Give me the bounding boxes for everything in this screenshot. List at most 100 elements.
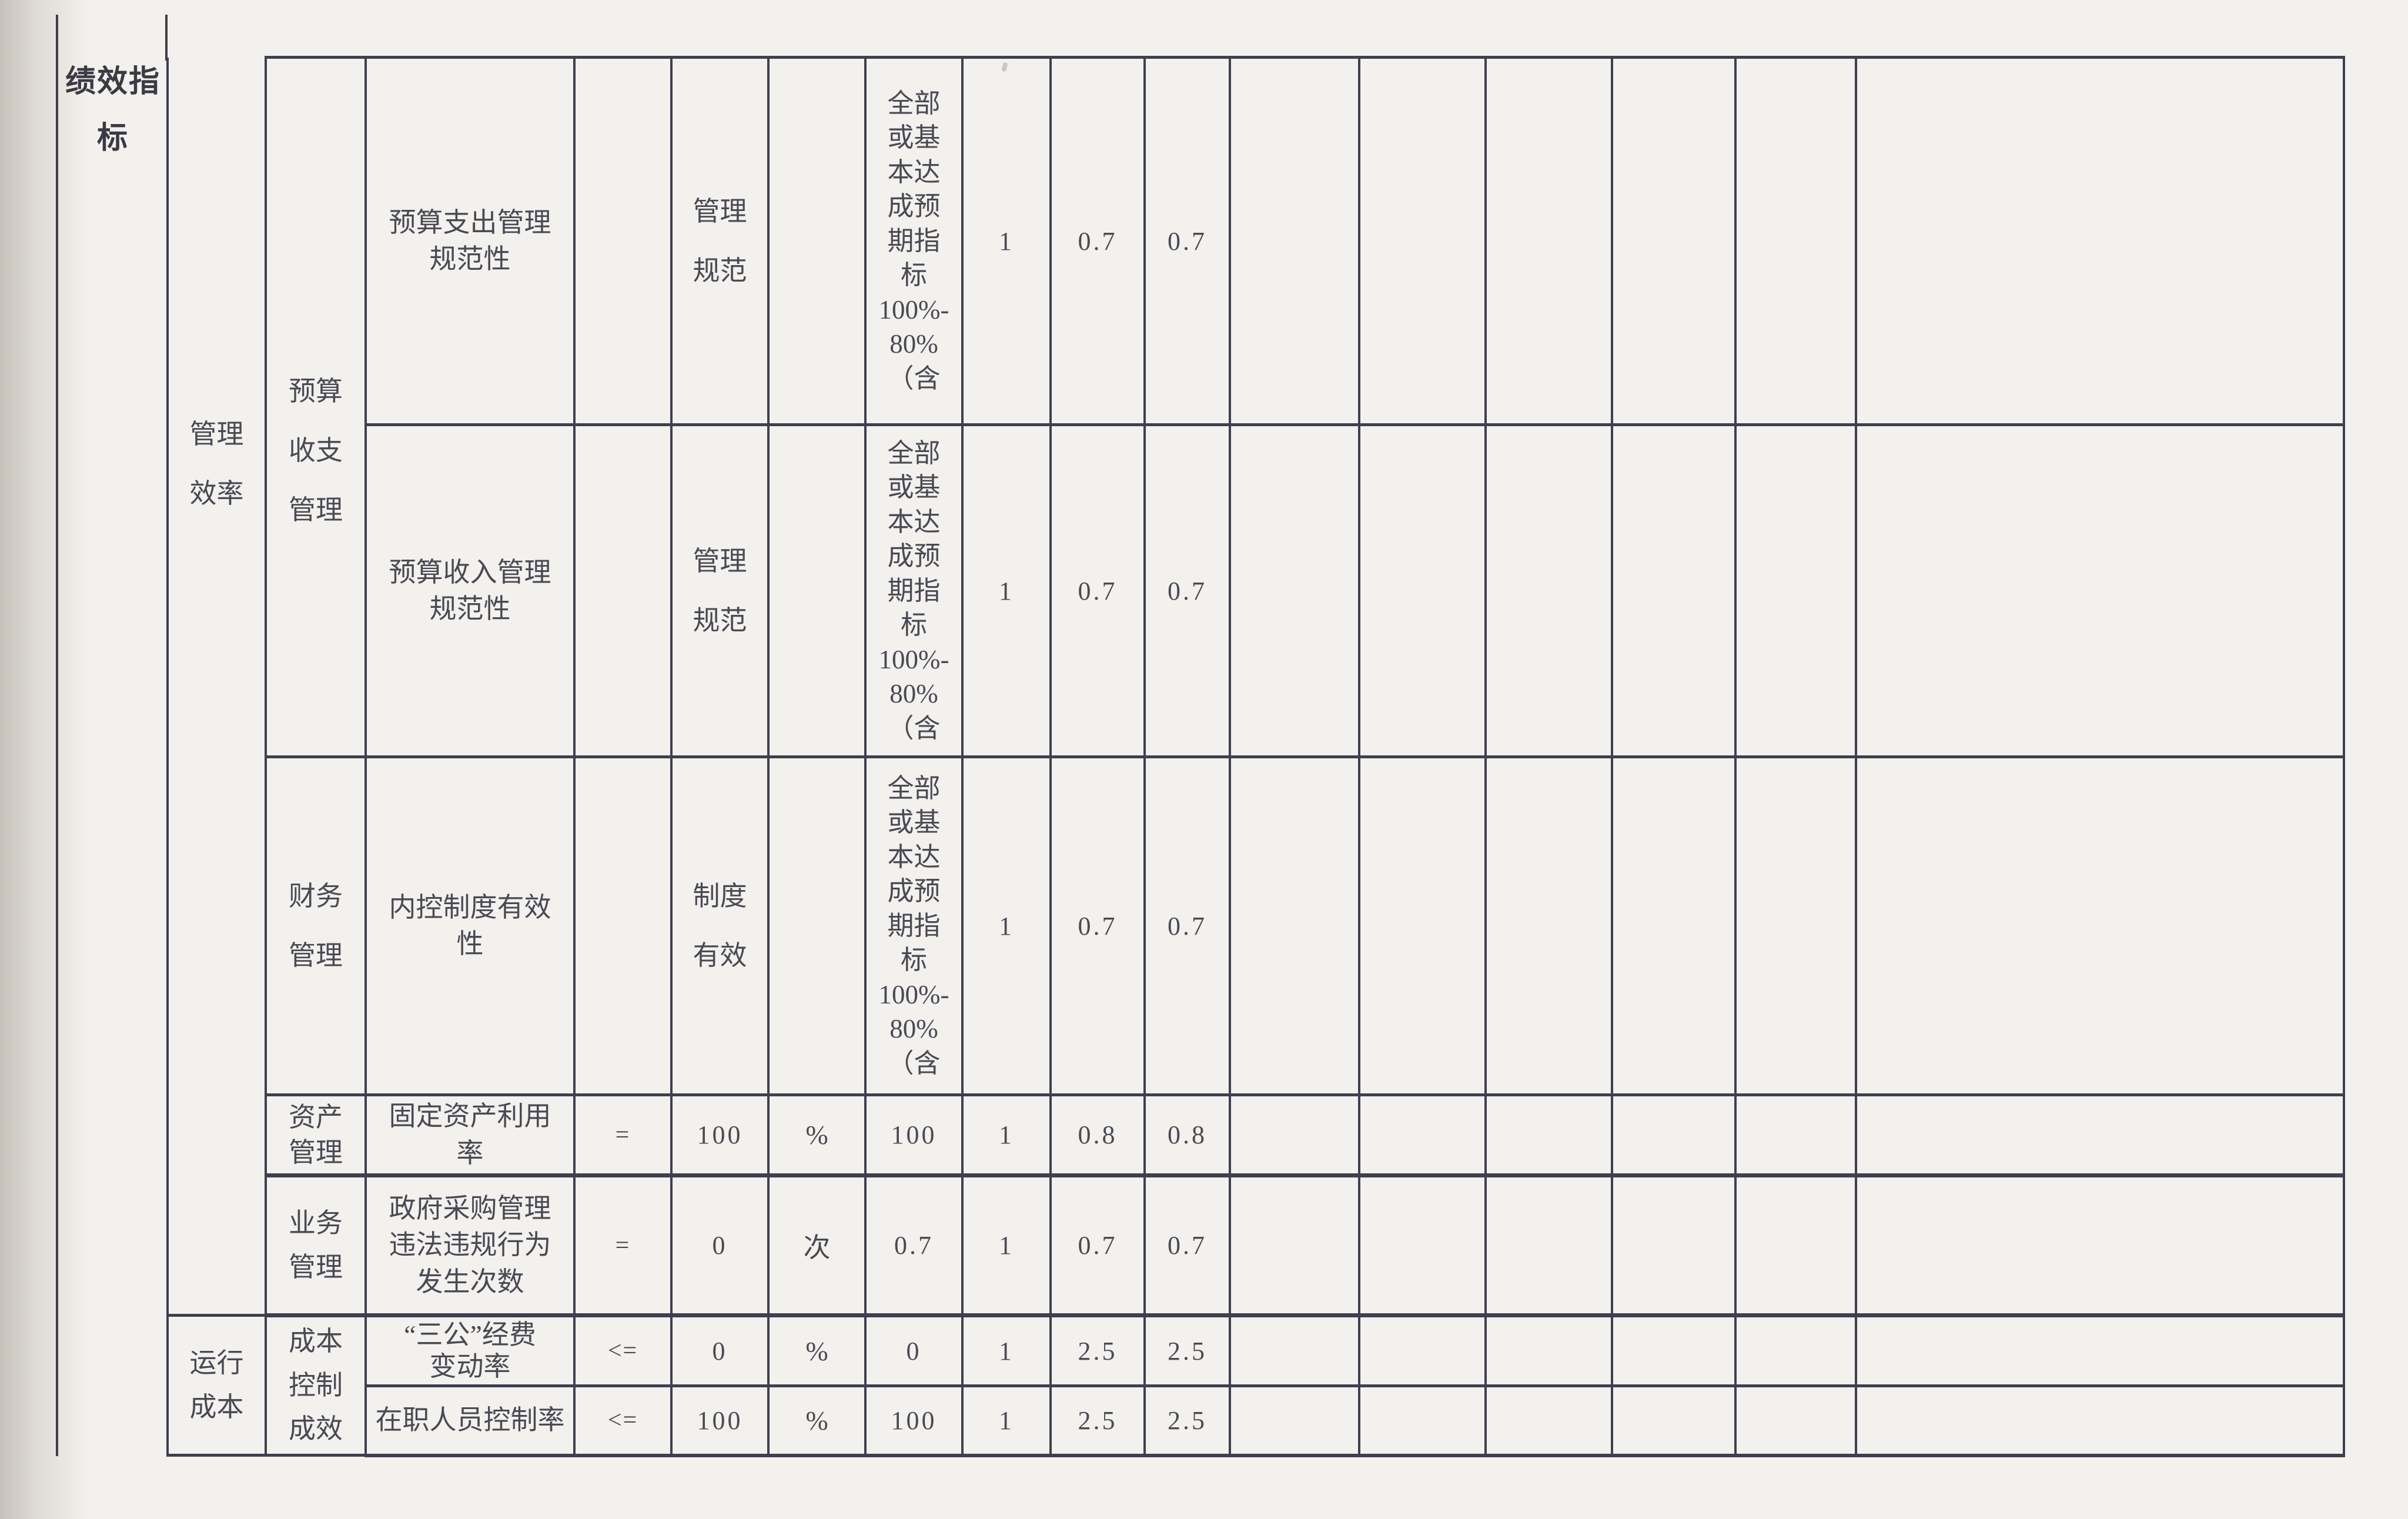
cell-actual-r4: 100 [864,1093,964,1177]
empty-operator-cell [573,423,673,758]
empty-cell [1611,1384,1737,1457]
cell-target-r4: 100 [670,1093,770,1177]
cell-target-r6: 0 [670,1314,770,1387]
cell-level3-cost-control-effect: 成本控制成效 [265,1314,367,1457]
table-row: 在职人员控制率 <= 100 % 100 1 2.5 2.5 [168,1384,2345,1457]
cell-level3-asset-mgmt: 资产管理 [265,1093,367,1177]
empty-wide-cell [1855,755,2345,1096]
empty-wide-cell [1855,1174,2345,1317]
table-left-border-extension [165,15,168,61]
empty-unit-cell [767,755,867,1096]
cell-actual-r3: 全部 或基 本达 成预 期指 标 100%- 80% （含 [864,755,964,1096]
cell-score-r5: 0.7 [1049,1174,1146,1317]
cell-weighted-score-r6: 2.5 [1143,1314,1231,1387]
cell-level3-business-mgmt: 业务管理 [265,1174,367,1317]
cell-actual-r2: 全部 或基 本达 成预 期指 标 100%- 80% （含 [864,423,964,758]
cell-indicator-budget-income-standard: 预算收入管理规范性 [364,423,576,758]
empty-unit-cell [767,423,867,758]
empty-operator-cell [573,56,673,426]
cell-indicator-internal-control-effectiveness: 内控制度有效性 [364,755,576,1096]
empty-cell [1229,755,1360,1096]
empty-cell [1484,1314,1613,1387]
cell-weighted-score-r3: 0.7 [1143,755,1231,1096]
cell-score-r1: 0.7 [1049,56,1146,426]
empty-cell [1358,423,1487,758]
empty-wide-cell [1855,1384,2345,1457]
empty-cell [1734,1093,1857,1177]
cell-unit-r6: % [767,1314,867,1387]
cell-target-r5: 0 [670,1174,770,1317]
cell-weighted-score-r2: 0.7 [1143,423,1231,758]
side-label-performance-indicator: 绩效指标 [65,65,160,156]
cell-weight-r6: 1 [961,1314,1052,1387]
cell-operator-r5: = [573,1174,673,1317]
empty-cell [1229,1174,1360,1317]
empty-cell [1229,1314,1360,1387]
cell-operator-r7: <= [573,1384,673,1457]
empty-wide-cell [1855,1314,2345,1387]
table-row: 业务管理 政府采购管理违法违规行为发生次数 = 0 次 0.7 1 0.7 0.… [168,1174,2345,1317]
table-row: 预算收入管理规范性 管理规范 全部 或基 本达 成预 期指 标 100%- 80… [168,423,2345,758]
cell-weight-r3: 1 [961,755,1052,1096]
cell-target-r2: 管理规范 [670,423,770,758]
empty-cell [1484,423,1613,758]
empty-cell [1611,56,1737,426]
cell-weight-r1: 1 [961,56,1052,426]
empty-cell [1358,1174,1487,1317]
cell-unit-r4: % [767,1093,867,1177]
cell-weighted-score-r7: 2.5 [1143,1384,1231,1457]
empty-operator-cell [573,755,673,1096]
empty-unit-cell [767,56,867,426]
empty-cell [1734,755,1857,1096]
empty-cell [1611,755,1737,1096]
cell-indicator-three-public-expense-change: “三公”经费 变动率 [364,1314,576,1387]
cell-weighted-score-r1: 0.7 [1143,56,1231,426]
empty-wide-cell [1855,423,2345,758]
empty-cell [1611,423,1737,758]
empty-cell [1484,1174,1613,1317]
empty-cell [1484,1093,1613,1177]
cell-score-r2: 0.7 [1049,423,1146,758]
cell-target-r1: 管理规范 [670,56,770,426]
cell-level2-operating-cost: 运行成本 [166,1314,267,1457]
cell-indicator-staff-control-rate: 在职人员控制率 [364,1384,576,1457]
empty-cell [1484,56,1613,426]
empty-cell [1484,1384,1613,1457]
cell-indicator-gov-procurement-violations: 政府采购管理违法违规行为发生次数 [364,1174,576,1317]
cell-unit-r7: % [767,1384,867,1457]
performance-indicator-table: 管理效率 预算收支管理 预算支出管理规范性 管理规范 全部 或基 本达 成预 期… [166,56,2345,1457]
cell-operator-r4: = [573,1093,673,1177]
table-row: 财务管理 内控制度有效性 制度有效 全部 或基 本达 成预 期指 标 100%-… [168,755,2345,1096]
cell-actual-r7: 100 [864,1384,964,1457]
cell-operator-r6: <= [573,1314,673,1387]
table-row: 运行成本 成本控制成效 “三公”经费 变动率 <= 0 % 0 1 2.5 2.… [166,1314,2345,1457]
table-row: 资产管理 固定资产利用率 = 100 % 100 1 0.8 0.8 [168,1093,2345,1177]
empty-cell [1229,56,1360,426]
cell-weight-r5: 1 [961,1174,1052,1317]
cell-target-r7: 100 [670,1384,770,1457]
empty-cell [1358,1093,1487,1177]
cell-target-r3: 制度有效 [670,755,770,1096]
table-row: 管理效率 预算收支管理 预算支出管理规范性 管理规范 全部 或基 本达 成预 期… [166,56,2345,1317]
cell-indicator-budget-expense-standard: 预算支出管理规范性 [364,56,576,426]
cell-actual-r5: 0.7 [864,1174,964,1317]
empty-cell [1734,56,1857,426]
empty-cell [1229,1384,1360,1457]
empty-cell [1358,755,1487,1096]
cell-unit-r5: 次 [767,1174,867,1317]
cell-level2-management-efficiency: 管理效率 [166,57,267,1317]
cell-weighted-score-r4: 0.8 [1143,1093,1231,1177]
empty-cell [1734,1384,1857,1457]
empty-cell [1358,56,1487,426]
empty-cell [1734,423,1857,758]
cell-weight-r4: 1 [961,1093,1052,1177]
empty-cell [1358,1314,1487,1387]
empty-cell [1734,1314,1857,1387]
empty-cell [1484,755,1613,1096]
outer-column-left-line [56,15,58,1456]
empty-wide-cell [1855,56,2345,426]
cell-score-r6: 2.5 [1049,1314,1146,1387]
empty-cell [1734,1174,1857,1317]
cell-score-r7: 2.5 [1049,1384,1146,1457]
